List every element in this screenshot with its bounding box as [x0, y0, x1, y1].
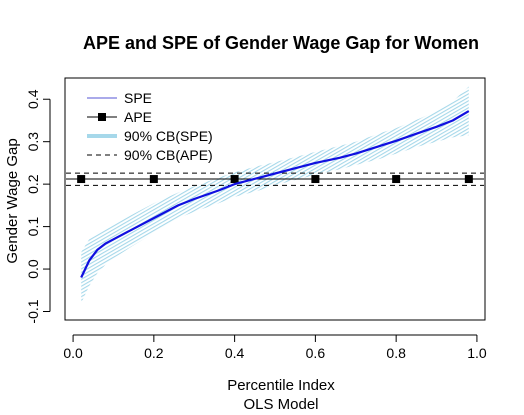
x-tick-label: 0.4 — [225, 345, 245, 361]
y-tick-label: 0.2 — [25, 174, 41, 194]
spe-confidence-band — [81, 86, 469, 303]
x-tick-label: 0.0 — [63, 345, 83, 361]
x-tick-label: 0.2 — [144, 345, 164, 361]
y-tick-label: 0.4 — [25, 89, 41, 109]
x-tick-label: 0.6 — [306, 345, 326, 361]
y-tick-label: 0.1 — [25, 217, 41, 237]
y-axis-label: Gender Wage Gap — [4, 138, 21, 263]
x-axis-label: Percentile Index — [227, 377, 335, 394]
x-tick-label: 0.8 — [386, 345, 406, 361]
y-tick-label: 0.3 — [25, 132, 41, 152]
spe-line — [80, 110, 470, 278]
ape-point — [464, 175, 473, 184]
x-axis-sublabel: OLS Model — [243, 396, 318, 413]
y-tick-label: 0.0 — [25, 259, 41, 279]
ape-point — [311, 175, 320, 184]
chart-title: APE and SPE of Gender Wage Gap for Women — [83, 33, 479, 53]
legend-label: 90% CB(APE) — [124, 147, 213, 163]
legend-label: APE — [124, 109, 152, 125]
legend-label: 90% CB(SPE) — [124, 128, 213, 144]
legend-label: SPE — [124, 90, 152, 106]
x-tick-label: 1.0 — [467, 345, 487, 361]
y-axis: -0.1 0.0 0.1 0.2 0.3 0.4 — [25, 89, 51, 324]
ape-point — [149, 175, 158, 184]
y-tick-label: -0.1 — [25, 299, 41, 323]
ape-point — [392, 175, 401, 184]
ape-point — [230, 175, 239, 184]
x-axis: 0.0 0.2 0.4 0.6 0.8 1.0 — [63, 334, 487, 361]
legend-swatch-ape-marker — [98, 113, 106, 121]
ape-point — [77, 175, 86, 184]
plot-area — [64, 77, 486, 321]
legend: SPE APE 90% CB(SPE) 90% CB(APE) — [87, 90, 213, 163]
plot-frame — [64, 77, 486, 321]
